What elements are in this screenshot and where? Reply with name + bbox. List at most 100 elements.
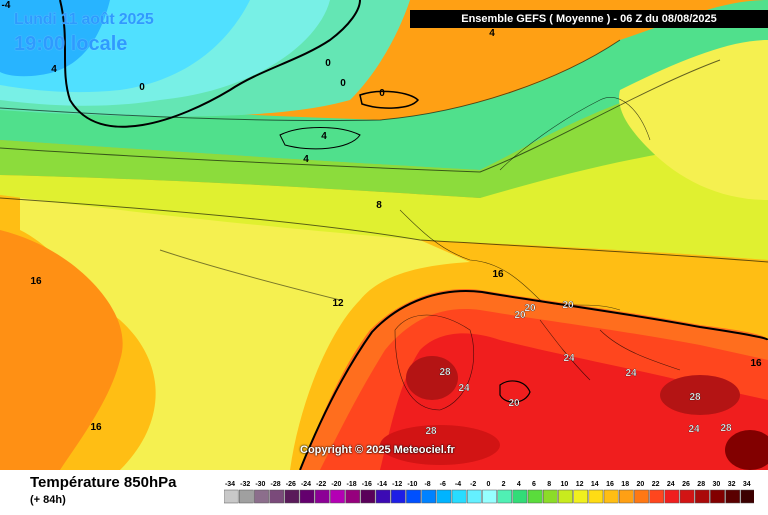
legend-swatch — [360, 489, 376, 504]
legend-value: 2 — [502, 481, 506, 488]
legend-swatch — [390, 489, 406, 504]
legend-swatch — [482, 489, 497, 504]
isotherm-label: 28 — [689, 392, 701, 403]
legend-swatch — [436, 489, 452, 504]
isotherm-label: 0 — [379, 88, 385, 99]
legend-swatch — [664, 489, 680, 504]
legend-value: 6 — [532, 481, 536, 488]
isotherm-label: 24 — [563, 353, 575, 364]
legend-value: 0 — [486, 481, 490, 488]
legend-value: 28 — [697, 481, 705, 488]
legend-value: 24 — [667, 481, 675, 488]
legend-swatch — [406, 489, 421, 504]
legend-swatch — [679, 489, 695, 504]
forecast-lead-time: (+ 84h) — [30, 494, 66, 506]
forecast-time: 19:00 locale — [14, 33, 128, 55]
isotherm-label: 16 — [750, 358, 762, 369]
legend-value: 18 — [621, 481, 629, 488]
isotherm-label: 0 — [139, 82, 145, 93]
legend-value: -26 — [286, 481, 296, 488]
legend-value: 14 — [591, 481, 599, 488]
legend-swatch — [254, 489, 269, 504]
legend-value: 20 — [637, 481, 645, 488]
legend-swatch — [345, 489, 361, 504]
weather-map: -4 4 0 0 0 0 4 4 4 8 16 12 16 20 20 20 24 24 16 28 24 20 28 24 2… — [0, 0, 768, 470]
legend-value: 4 — [517, 481, 521, 488]
legend-value: -14 — [377, 481, 387, 488]
legend-swatch — [330, 489, 345, 504]
isotherm-label: 24 — [688, 424, 700, 435]
isotherm-label: 20 — [524, 303, 536, 314]
isotherm-label: 4 — [489, 28, 495, 39]
legend-swatch — [284, 489, 300, 504]
map-variable-title: Température 850hPa — [30, 474, 177, 491]
legend-value: 8 — [547, 481, 551, 488]
legend-value: -20 — [331, 481, 341, 488]
legend-swatch — [375, 489, 391, 504]
model-title-bar: Ensemble GEFS ( Moyenne ) - 06 Z du 08/0… — [410, 10, 768, 28]
isotherm-label: 12 — [332, 298, 344, 309]
color-scale-legend: -34 -32 -30 -28 -26 -24 -22 -20 -18 -16 -14 -12 -10-… — [223, 478, 756, 510]
forecast-date: Lundi 11 août 2025 — [14, 11, 154, 28]
isotherm-label: 16 — [492, 269, 504, 280]
legend-swatch — [634, 489, 649, 504]
legend-swatch — [299, 489, 315, 504]
isotherm-label: -4 — [2, 0, 11, 11]
legend-value: -30 — [255, 481, 265, 488]
legend-value: 34 — [743, 481, 751, 488]
legend-swatch — [542, 489, 558, 504]
legend-swatch — [451, 489, 467, 504]
isotherm-label: 20 — [562, 300, 574, 311]
isotherm-label: 16 — [30, 276, 42, 287]
isotherm-label: 28 — [439, 367, 451, 378]
isotherm-label: 20 — [514, 310, 526, 321]
legend-swatch — [421, 489, 437, 504]
legend-value: -2 — [470, 481, 476, 488]
legend-swatch — [223, 489, 239, 504]
legend-swatch — [527, 489, 543, 504]
legend-swatch — [512, 489, 528, 504]
legend-value: -32 — [240, 481, 250, 488]
legend-swatch — [238, 489, 254, 504]
legend-swatch — [725, 489, 741, 504]
legend-swatch — [649, 489, 665, 504]
legend-value: -16 — [362, 481, 372, 488]
isotherm-label: 0 — [325, 58, 331, 69]
legend-value: 26 — [682, 481, 690, 488]
legend-value: 16 — [606, 481, 614, 488]
legend-value: -18 — [347, 481, 357, 488]
legend-value: -22 — [316, 481, 326, 488]
legend-swatch — [740, 489, 756, 504]
legend-value: -6 — [440, 481, 446, 488]
legend-swatch — [603, 489, 619, 504]
legend-value: -12 — [392, 481, 402, 488]
legend-swatch — [269, 489, 285, 504]
legend-swatch — [618, 489, 634, 504]
legend-value: 22 — [652, 481, 660, 488]
legend-swatch — [588, 489, 604, 504]
legend-value: -28 — [271, 481, 281, 488]
legend-value: -10 — [407, 481, 417, 488]
legend-swatch — [466, 489, 482, 504]
isotherm-label: 24 — [458, 383, 470, 394]
copyright-notice: Copyright © 2025 Meteociel.fr — [300, 444, 455, 456]
legend-value: -34 — [225, 481, 235, 488]
legend-value: -24 — [301, 481, 311, 488]
isotherm-label: 0 — [340, 78, 346, 89]
legend-value: 12 — [576, 481, 584, 488]
legend-value: -8 — [424, 481, 430, 488]
legend-swatch — [497, 489, 513, 504]
isotherm-label: 24 — [625, 368, 637, 379]
isotherm-label: 28 — [720, 423, 732, 434]
legend-value: 32 — [728, 481, 736, 488]
isotherm-label: 4 — [321, 131, 327, 142]
legend-swatch — [694, 489, 710, 504]
legend-swatch — [314, 489, 330, 504]
isotherm-label: 16 — [90, 422, 102, 433]
legend-swatch — [558, 489, 573, 504]
isotherm-label: 28 — [425, 426, 437, 437]
isotherm-label: 4 — [303, 154, 309, 165]
isotherm-label: 20 — [508, 398, 520, 409]
